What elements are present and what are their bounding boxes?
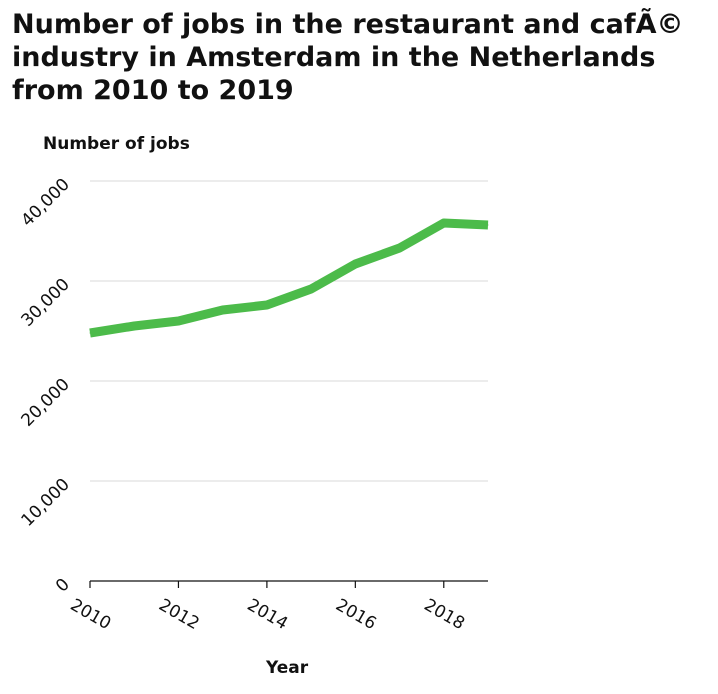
y-tick-label: 40,000 [18,175,74,231]
data-series [89,218,489,338]
gridlines [90,180,488,482]
x-axis-label: Year [266,658,309,678]
data-point [354,263,356,265]
data-point [310,288,312,290]
x-tick-label: 2014 [244,595,291,634]
y-tick-label: 0 [52,575,74,597]
chart-title: Number of jobs in the restaurant and caf… [12,9,684,106]
data-point [399,247,401,249]
y-tick-label: 20,000 [18,375,74,431]
data-point [133,325,135,327]
x-tick-label: 2010 [67,595,114,634]
data-point [487,224,489,226]
x-axis: 2010 2012 2014 2016 2018 [67,580,488,634]
y-axis-label: Number of jobs [43,134,190,154]
x-tick-label: 2016 [332,595,379,634]
x-tick-label: 2018 [421,595,468,634]
data-point [266,304,268,306]
y-axis-ticks: 0 10,000 20,000 30,000 40,000 [18,175,74,597]
series-line [89,218,489,338]
y-tick-label: 10,000 [18,475,74,531]
data-point [177,320,179,322]
data-point [89,332,91,334]
y-tick-label: 30,000 [18,275,74,331]
data-point [443,222,445,224]
data-point [222,309,224,311]
x-tick-label: 2012 [155,595,202,634]
